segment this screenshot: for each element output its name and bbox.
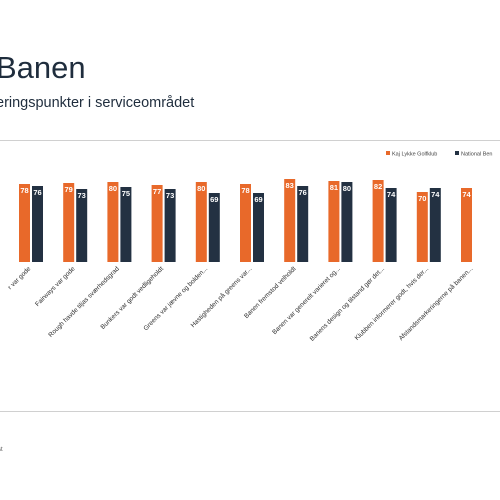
data-label: 82 [374,182,382,191]
category-label: Banens design og tilstand gør det... [309,265,386,342]
data-label: 74 [387,190,396,199]
bar-series2 [429,188,441,262]
data-label: 77 [153,187,161,196]
data-label: 74 [462,190,471,199]
data-label: 80 [343,184,351,193]
category-label: Klubben informerer godt, hvis der... [354,265,431,342]
bar-series2 [341,182,353,262]
data-label: 81 [330,183,338,192]
bar-series1 [19,184,30,262]
data-label: 70 [418,194,426,203]
legend-label: National Ben [461,152,493,158]
bar-series1 [461,188,472,262]
chart-legend: Kaj Lykke Golfklub National Ben [386,151,493,158]
category-label: Rough havde tiljas sværhedsgrad [47,265,121,339]
bar-series2 [385,188,397,262]
data-label: 79 [65,185,73,194]
page-subtitle: eringspunkter i serviceområdet [0,95,195,111]
legend-swatch [386,151,390,155]
bar-series2 [208,193,220,262]
legend-label: Kaj Lykke Golfklub [392,152,437,158]
bar-series2 [76,189,88,262]
data-label: 83 [286,181,294,190]
bar-series2 [164,189,176,262]
bar-series1 [195,182,207,262]
data-label: 78 [20,186,28,195]
bar-series1 [63,183,75,262]
data-label: 80 [109,184,117,193]
category-label: Fairways var gode [34,265,77,308]
bar-series2 [32,186,43,262]
legend-swatch [455,151,459,155]
bar-series2 [253,193,264,262]
bar-series1 [284,179,296,262]
data-label: 69 [210,195,218,204]
data-label: 78 [241,186,249,195]
data-label: 73 [78,191,86,200]
data-label: 80 [197,184,205,193]
data-label: 74 [431,190,440,199]
data-label: 69 [254,195,262,204]
bar-series1 [107,182,119,262]
bar-series1 [328,181,340,262]
bar-series1 [151,185,163,262]
data-label: 75 [122,189,130,198]
category-label: r var gode [7,265,33,291]
footer-note: st [0,447,3,453]
data-label: 76 [299,188,307,197]
bar-series1 [240,184,251,262]
bar-series1 [372,180,384,262]
bar-series1 [416,192,428,262]
bar-series2 [297,186,309,262]
bar-series2 [120,187,132,262]
data-label: 76 [33,188,41,197]
page-title: Banen [0,50,86,85]
data-label: 73 [166,191,174,200]
category-label: Afstandsmarkeringerne på banen... [397,265,475,343]
